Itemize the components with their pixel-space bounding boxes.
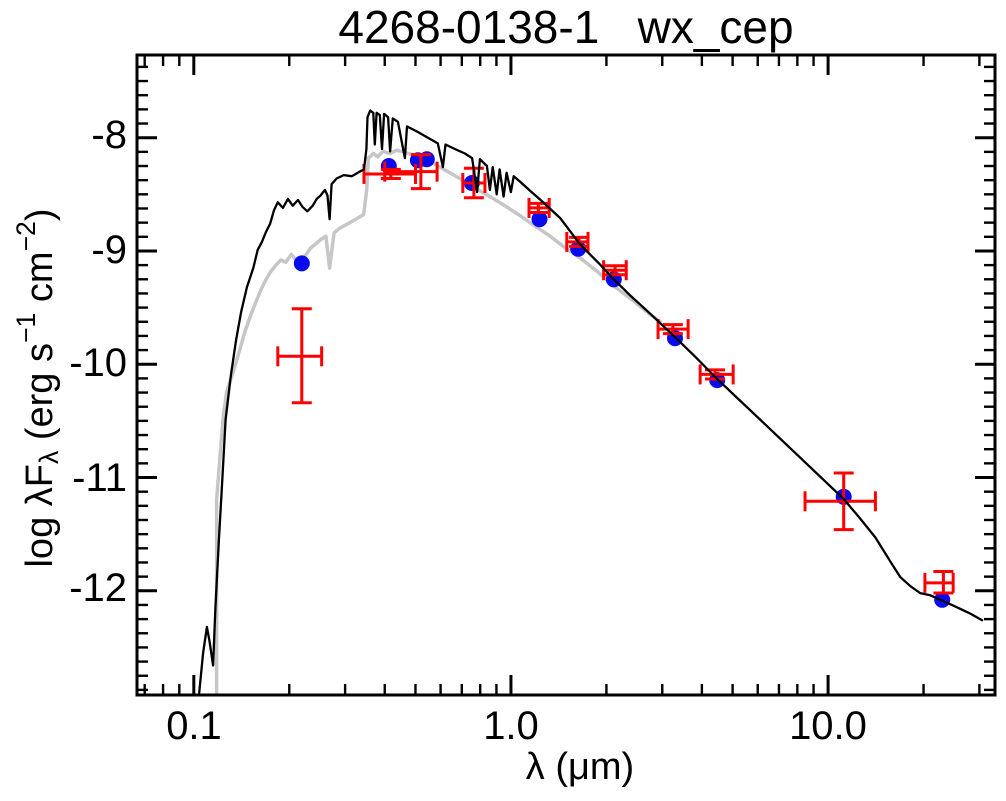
y-tick-label--9: -9 bbox=[91, 228, 127, 272]
x-tick-label-0.1: 0.1 bbox=[166, 704, 222, 748]
y-axis-label-text: log λF bbox=[18, 464, 61, 568]
y-axis-label-text: cm bbox=[18, 251, 61, 313]
x-axis-label: λ (μm) bbox=[525, 746, 635, 788]
x-tick-label-10.0: 10.0 bbox=[789, 704, 867, 748]
y-tick-label--8: -8 bbox=[91, 113, 127, 157]
plot-frame bbox=[135, 53, 997, 697]
photometry-dot bbox=[570, 240, 587, 257]
y-axis-label-superscript: −1 bbox=[10, 312, 41, 344]
y-tick-label--12: -12 bbox=[69, 566, 127, 610]
photometry-dot bbox=[293, 255, 310, 272]
x-tick-label-1.0: 1.0 bbox=[483, 704, 539, 748]
chart-title: 4268-0138-1 wx_cep bbox=[338, 1, 794, 53]
photometry-dot bbox=[531, 211, 548, 228]
y-axis-label-text: ) bbox=[18, 208, 61, 222]
y-axis-label-text: (erg s bbox=[18, 343, 61, 451]
y-axis-label-subscript: λ bbox=[34, 450, 65, 465]
y-axis-label-superscript: −2 bbox=[10, 221, 41, 252]
y-axis-label: log λFλ (erg s−1 cm−2) bbox=[11, 208, 65, 567]
model-spectrum-gray-curve bbox=[214, 148, 662, 695]
model-spectrum-black-curve bbox=[198, 109, 984, 694]
y-tick-label--10: -10 bbox=[69, 341, 127, 385]
y-tick-label--11: -11 bbox=[72, 456, 127, 500]
